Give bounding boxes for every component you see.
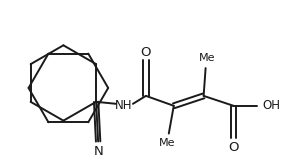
Text: O: O xyxy=(141,46,151,59)
Text: OH: OH xyxy=(262,99,280,112)
Text: Me: Me xyxy=(159,138,175,148)
Text: Me: Me xyxy=(199,53,216,63)
Text: N: N xyxy=(93,145,103,158)
Text: NH: NH xyxy=(115,99,133,112)
Text: O: O xyxy=(228,141,239,154)
